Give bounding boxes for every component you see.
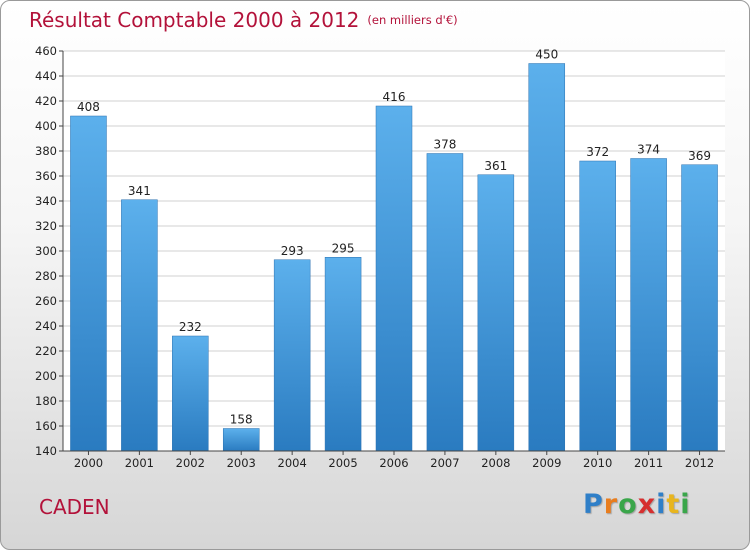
bars: 408 341 232 158 293 295 416 378 361 450 372 374 369 bbox=[70, 48, 718, 452]
data-label: 372 bbox=[586, 145, 609, 159]
y-tick-label: 240 bbox=[35, 319, 57, 333]
bar-2006 bbox=[375, 105, 413, 452]
logo-letter: i bbox=[656, 489, 667, 520]
x-tick-label: 2012 bbox=[685, 456, 714, 470]
x-tick-label: 2006 bbox=[379, 456, 408, 470]
bar-2009 bbox=[528, 63, 566, 452]
logo-letter: x bbox=[637, 489, 657, 520]
x-tick-label: 2007 bbox=[430, 456, 459, 470]
logo-letter: P bbox=[583, 489, 604, 520]
bar-2011 bbox=[630, 158, 667, 452]
logo-letter: r bbox=[603, 489, 619, 520]
y-tick-label: 400 bbox=[35, 119, 57, 133]
y-tick-label: 380 bbox=[35, 144, 57, 158]
data-label: 374 bbox=[637, 143, 660, 157]
data-label: 361 bbox=[484, 159, 507, 173]
commune-name: CADEN bbox=[39, 495, 110, 519]
y-tick-label: 260 bbox=[35, 294, 57, 308]
bar-2000 bbox=[70, 115, 107, 452]
y-tick-label: 320 bbox=[35, 219, 57, 233]
y-tick-label: 200 bbox=[35, 369, 57, 383]
y-tick-label: 180 bbox=[35, 394, 57, 408]
x-tick-label: 2009 bbox=[532, 456, 561, 470]
x-tick-label: 2008 bbox=[481, 456, 510, 470]
data-label: 295 bbox=[332, 241, 355, 255]
x-tick-label: 2004 bbox=[278, 456, 307, 470]
y-tick-label: 440 bbox=[35, 69, 57, 83]
data-label: 158 bbox=[230, 413, 253, 427]
data-label: 232 bbox=[179, 320, 202, 334]
data-label: 369 bbox=[688, 149, 711, 163]
y-tick-label: 460 bbox=[35, 44, 57, 58]
bar-2005 bbox=[324, 257, 362, 452]
chart-title: Résultat Comptable 2000 à 2012 (en millie… bbox=[29, 8, 458, 32]
data-label: 416 bbox=[383, 90, 406, 104]
x-tick-label: 2005 bbox=[328, 456, 357, 470]
bar-2010 bbox=[579, 160, 616, 452]
y-tick-label: 280 bbox=[35, 269, 57, 283]
y-axis: 140 160 180 200 220 240 260 280 300 320 340 360 380 4… bbox=[35, 44, 64, 458]
data-label: 341 bbox=[128, 184, 151, 198]
bar-2008 bbox=[477, 174, 515, 452]
logo-letter: i bbox=[680, 489, 691, 520]
data-label: 293 bbox=[281, 244, 304, 258]
x-tick-label: 2003 bbox=[227, 456, 256, 470]
x-axis: 2000 2001 2002 2003 2004 2005 2006 2007 2008 2009… bbox=[63, 450, 725, 470]
y-tick-label: 340 bbox=[35, 194, 57, 208]
chart-title-text: Résultat Comptable 2000 à 2012 bbox=[29, 8, 360, 32]
bar-2012 bbox=[681, 164, 718, 452]
y-tick-label: 220 bbox=[35, 344, 57, 358]
x-tick-label: 2001 bbox=[125, 456, 154, 470]
x-tick-label: 2010 bbox=[583, 456, 612, 470]
y-tick-label: 420 bbox=[35, 94, 57, 108]
y-tick-label: 160 bbox=[35, 419, 57, 433]
data-label: 378 bbox=[433, 138, 456, 152]
y-tick-label: 140 bbox=[35, 444, 57, 458]
x-tick-label: 2002 bbox=[176, 456, 205, 470]
x-tick-label: 2011 bbox=[634, 456, 663, 470]
data-label: 450 bbox=[535, 48, 558, 62]
y-tick-label: 300 bbox=[35, 244, 57, 258]
chart-subtitle: (en milliers d'€) bbox=[367, 13, 458, 27]
bar-2001 bbox=[121, 199, 158, 452]
y-tick-label: 360 bbox=[35, 169, 57, 183]
proxiti-logo[interactable]: Proxiti bbox=[583, 489, 691, 520]
bar-2002 bbox=[172, 335, 209, 452]
bar-2004 bbox=[273, 259, 311, 452]
x-tick-label: 2000 bbox=[74, 456, 103, 470]
logo-letter: t bbox=[666, 489, 681, 520]
data-label: 408 bbox=[77, 100, 100, 114]
logo-letter: o bbox=[618, 489, 638, 520]
bar-2003 bbox=[222, 428, 260, 452]
bar-2007 bbox=[426, 153, 464, 452]
